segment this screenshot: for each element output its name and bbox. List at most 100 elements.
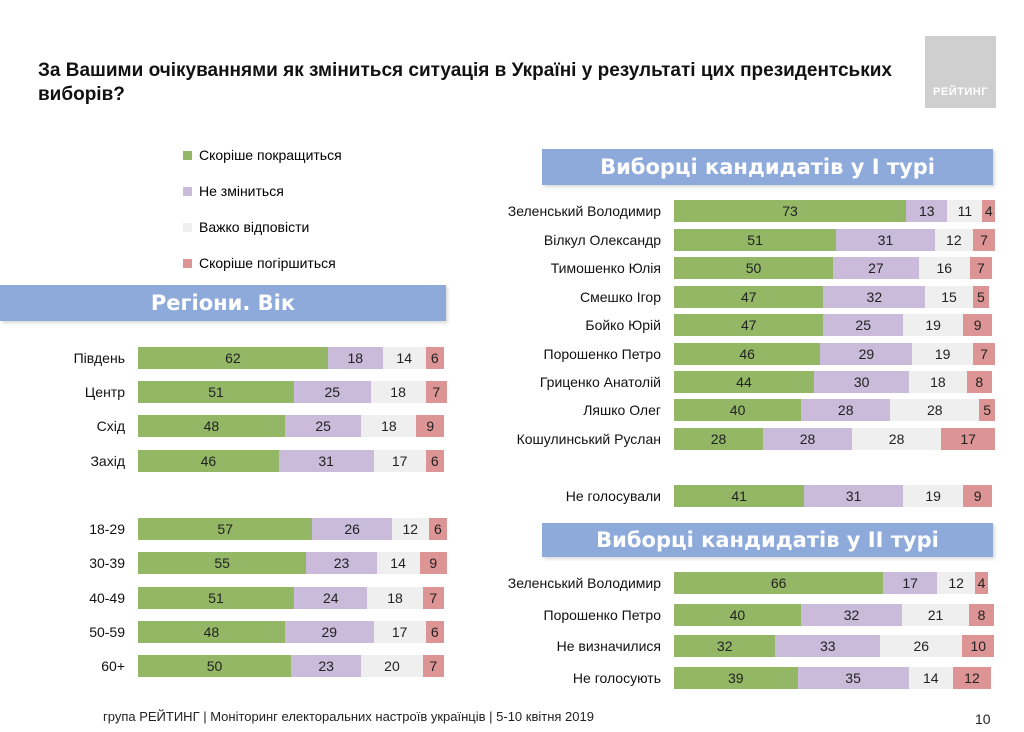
data-label: 19 xyxy=(934,346,951,362)
data-label: 17 xyxy=(391,453,408,469)
bar-segment-worse: 7 xyxy=(422,655,444,677)
data-label: 11 xyxy=(957,203,973,219)
legend-item-same: Не зміниться xyxy=(183,182,342,218)
stacked-bar: 66 17 12 4 xyxy=(674,572,988,594)
data-label: 28 xyxy=(837,402,854,418)
bar-segment-same: 29 xyxy=(284,621,374,643)
data-label: 50 xyxy=(206,658,223,674)
banner-round1: Виборці кандидатів у І турі xyxy=(542,149,993,185)
data-label: 23 xyxy=(333,555,350,571)
data-label: 8 xyxy=(975,374,984,390)
bar-segment-same: 33 xyxy=(775,635,881,657)
stacked-bar: 39 35 14 12 xyxy=(674,667,991,689)
bar-segment-hard: 28 xyxy=(852,428,942,450)
bar-segment-better: 46 xyxy=(138,450,279,472)
data-label: 20 xyxy=(384,658,400,674)
row-label: 50-59 xyxy=(89,624,125,640)
row-label: Бойко Юрій xyxy=(585,317,661,333)
bar-segment-same: 31 xyxy=(278,450,374,472)
bar-segment-hard: 12 xyxy=(934,229,973,251)
bar-segment-same: 27 xyxy=(833,257,919,279)
bar-segment-hard: 18 xyxy=(909,371,967,393)
data-label: 31 xyxy=(845,488,862,504)
data-label: 4 xyxy=(984,203,993,219)
data-label: 51 xyxy=(747,232,763,248)
data-label: 48 xyxy=(203,624,220,640)
bar-segment-better: 57 xyxy=(138,518,313,540)
bar-segment-worse: 7 xyxy=(972,343,996,365)
legend-item-worse: Скоріше погіршиться xyxy=(183,254,342,290)
data-label: 18 xyxy=(930,374,946,390)
bar-segment-better: 50 xyxy=(674,257,833,279)
bar-segment-hard: 18 xyxy=(370,381,426,403)
row-label: Порошенко Петро xyxy=(543,607,662,623)
legend-swatch-better xyxy=(183,151,192,160)
bar-segment-hard: 21 xyxy=(902,604,969,626)
data-label: 17 xyxy=(960,431,976,447)
bar-segment-hard: 15 xyxy=(925,286,973,308)
stacked-bar: 48 25 18 9 xyxy=(138,415,444,437)
data-label: 18 xyxy=(387,590,403,606)
row-label: Зеленський Володимир xyxy=(507,575,661,591)
data-label: 6 xyxy=(433,521,442,537)
row-label: 40-49 xyxy=(89,590,125,606)
bar-segment-same: 31 xyxy=(804,485,903,507)
row-label: Смешко Ігор xyxy=(580,289,661,305)
bar-segment-worse: 4 xyxy=(982,200,996,222)
bar-segment-hard: 19 xyxy=(912,343,973,365)
row-label: Центр xyxy=(84,384,125,400)
bar-segment-hard: 17 xyxy=(373,621,426,643)
logo-text: РЕЙТИНГ xyxy=(933,86,988,98)
bar-segment-same: 26 xyxy=(312,518,392,540)
row-label: Не голосують xyxy=(572,670,661,686)
legend: Скоріше покращиться Не зміниться Важко в… xyxy=(183,146,342,290)
row-label: Гриценко Анатолій xyxy=(539,374,661,390)
data-label: 29 xyxy=(321,624,338,640)
data-label: 6 xyxy=(430,350,439,366)
bar-segment-better: 48 xyxy=(138,621,285,643)
data-label: 25 xyxy=(855,317,871,333)
bar-segment-better: 50 xyxy=(138,655,291,677)
data-label: 57 xyxy=(217,521,233,537)
data-label: 40 xyxy=(729,402,746,418)
row-label: Ляшко Олег xyxy=(583,402,661,418)
bar-segment-worse: 6 xyxy=(425,450,444,472)
stacked-bar: 40 28 28 5 xyxy=(674,399,996,421)
data-label: 26 xyxy=(913,638,930,654)
bar-segment-better: 46 xyxy=(674,343,821,365)
data-label: 19 xyxy=(925,488,941,504)
logo: РЕЙТИНГ xyxy=(925,36,996,108)
data-label: 46 xyxy=(200,453,217,469)
stacked-bar: 41 31 19 9 xyxy=(674,485,992,507)
data-label: 28 xyxy=(799,431,816,447)
bar-segment-better: 51 xyxy=(138,587,295,609)
stacked-bar: 51 31 12 7 xyxy=(674,229,996,251)
data-label: 25 xyxy=(324,384,341,400)
bar-segment-hard: 12 xyxy=(937,572,976,594)
bar-segment-better: 41 xyxy=(674,485,805,507)
bar-segment-same: 28 xyxy=(801,399,891,421)
stacked-bar: 47 32 15 5 xyxy=(674,286,989,308)
data-label: 14 xyxy=(390,555,406,571)
bar-segment-better: 44 xyxy=(674,371,814,393)
data-label: 46 xyxy=(739,346,755,362)
bar-segment-hard: 14 xyxy=(382,347,426,369)
stacked-bar: 48 29 17 6 xyxy=(138,621,444,643)
bar-segment-better: 73 xyxy=(674,200,907,222)
data-label: 7 xyxy=(429,590,438,606)
data-label: 66 xyxy=(770,575,787,591)
footer: група РЕЙТИНГ | Моніторинг електоральних… xyxy=(103,709,594,724)
data-label: 39 xyxy=(728,670,744,686)
bar-segment-same: 18 xyxy=(327,347,383,369)
legend-label-hard: Важко відповісти xyxy=(199,219,310,235)
bar-segment-worse: 7 xyxy=(969,257,992,279)
data-label: 29 xyxy=(858,346,875,362)
stacked-bar: 55 23 14 9 xyxy=(138,552,448,574)
bar-segment-same: 32 xyxy=(823,286,926,308)
data-label: 9 xyxy=(426,418,435,434)
legend-label-better: Скоріше покращиться xyxy=(199,147,342,163)
row-label: Південь xyxy=(73,350,125,366)
data-label: 5 xyxy=(983,402,992,418)
data-label: 47 xyxy=(740,289,757,305)
legend-label-worse: Скоріше погіршиться xyxy=(199,255,336,271)
